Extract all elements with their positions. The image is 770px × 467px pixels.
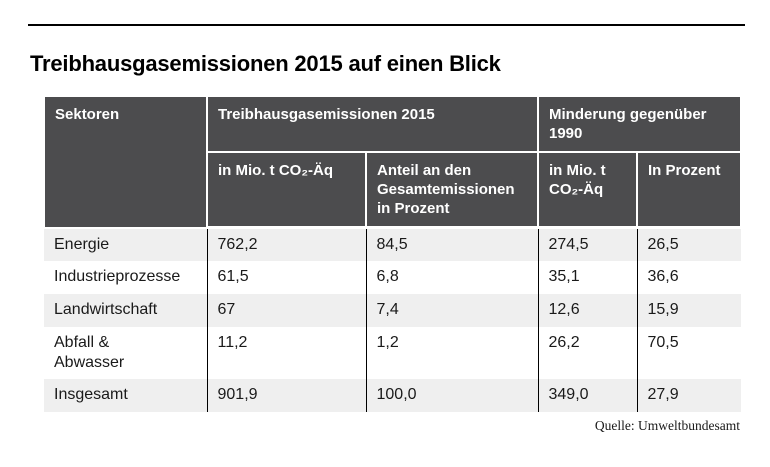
sector-cell: Energie [44, 227, 207, 261]
value-cell-emissions: 901,9 [206, 379, 366, 412]
value-cell-reduction-abs: 349,0 [537, 379, 637, 412]
header-group-reduction: Minderung gegenüber 1990 [536, 95, 743, 153]
emissions-table-wrap: Sektoren Treibhausgasemissionen 2015 Min… [43, 95, 743, 412]
source-caption: Quelle: Umweltbundesamt [594, 418, 740, 433]
header-cell-reduction-mio-t: in Mio. t CO₂-Äq [537, 151, 638, 229]
value-cell-reduction-abs: 35,1 [537, 261, 637, 294]
value-cell-emissions: 67 [206, 294, 366, 327]
page-title: Treibhausgasemissionen 2015 auf einen Bl… [30, 50, 501, 76]
value-cell-reduction-pct: 27,9 [636, 379, 742, 412]
header-group-emissions: Treibhausgasemissionen 2015 [206, 95, 539, 153]
value-cell-emissions: 11,2 [206, 327, 366, 379]
header-row-subheads: in Mio. t CO₂-Äq Anteil an den Gesamtemi… [44, 151, 743, 229]
emissions-table: Sektoren Treibhausgasemissionen 2015 Min… [43, 95, 743, 412]
value-cell-reduction-pct: 70,5 [636, 327, 742, 379]
table-row-insgesamt: Insgesamt 901,9 100,0 349,0 27,9 [44, 379, 742, 412]
value-cell-reduction-abs: 12,6 [537, 294, 637, 327]
value-cell-share: 7,4 [365, 294, 538, 327]
header-cell-sectors: Sektoren [43, 95, 208, 229]
sector-cell: Landwirtschaft [44, 294, 207, 327]
value-cell-reduction-pct: 26,5 [636, 227, 742, 261]
value-cell-emissions: 61,5 [206, 261, 366, 294]
header-row-groups: Sektoren Treibhausgasemissionen 2015 Min… [43, 95, 743, 229]
table-row-abfall-abwasser: Abfall & Abwasser 11,2 1,2 26,2 70,5 [44, 327, 742, 379]
header-cell-emissions-mio-t: in Mio. t CO₂-Äq [206, 151, 367, 229]
value-cell-reduction-pct: 15,9 [636, 294, 742, 327]
value-cell-share: 100,0 [365, 379, 538, 412]
value-cell-share: 1,2 [365, 327, 538, 379]
value-cell-share: 6,8 [365, 261, 538, 294]
value-cell-reduction-abs: 274,5 [537, 227, 637, 261]
value-cell-share: 84,5 [365, 227, 538, 261]
table-row-landwirtschaft: Landwirtschaft 67 7,4 12,6 15,9 [44, 294, 742, 327]
header-cell-reduction-percent: In Prozent [635, 151, 743, 229]
table-row-industrieprozesse: Industrieprozesse 61,5 6,8 35,1 36,6 [44, 261, 742, 294]
header-cell-share-percent: Anteil an den Gesamtemissionen in Prozen… [365, 151, 539, 229]
value-cell-reduction-pct: 36,6 [636, 261, 742, 294]
value-cell-reduction-abs: 26,2 [537, 327, 637, 379]
sector-cell: Abfall & Abwasser [44, 327, 207, 379]
sector-cell: Industrieprozesse [44, 261, 207, 294]
sector-cell: Insgesamt [44, 379, 207, 412]
table-row-energie: Energie 762,2 84,5 274,5 26,5 [44, 227, 742, 261]
value-cell-emissions: 762,2 [206, 227, 366, 261]
top-rule [28, 24, 745, 26]
